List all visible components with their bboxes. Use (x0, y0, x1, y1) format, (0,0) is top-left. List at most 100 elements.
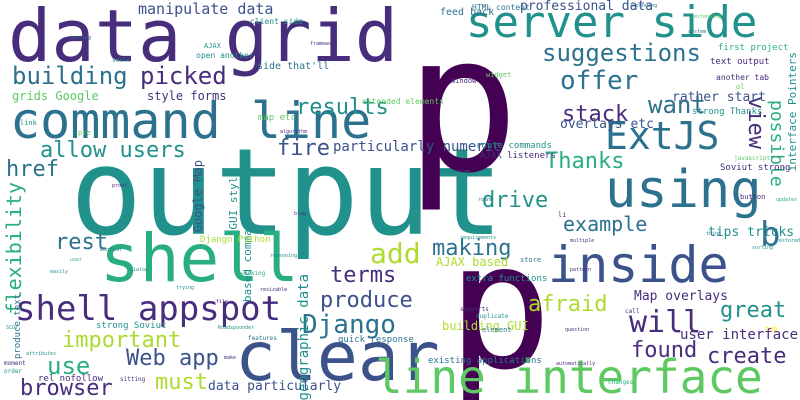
word-call: call (625, 308, 640, 315)
word-link: link (20, 119, 37, 127)
word-store: store (520, 256, 542, 264)
word-requirements: requirements (460, 235, 497, 241)
word-browser: browser (20, 376, 113, 400)
word-based-command: based command (241, 216, 254, 303)
word-possible: possible (766, 100, 787, 187)
word-will: will (629, 305, 702, 340)
word-moment: moment (4, 360, 26, 367)
word-system: system (688, 29, 707, 35)
word-shell: shell (100, 220, 299, 297)
word-href: href (6, 157, 59, 182)
word-allow-users: allow users (40, 138, 186, 163)
word-algorithm: algorithm (280, 129, 308, 135)
word-output: output (70, 124, 504, 263)
word-order: order (4, 368, 23, 375)
word-scale: scale (112, 57, 131, 64)
word-gui-style: GUI style (227, 170, 240, 230)
word-route-commands: route commands (476, 141, 552, 151)
word-make: make (224, 355, 237, 361)
word-proof: proof (112, 183, 128, 189)
word-working: working (240, 270, 266, 277)
word-round: round (478, 197, 494, 203)
word-afraid: afraid (528, 292, 608, 317)
word-tab: tab (765, 325, 778, 333)
word-sitting: sitting (120, 376, 146, 383)
word-side-that-ll: side that'll (257, 61, 330, 72)
word-attributes: attributes (26, 351, 57, 357)
word-multiple: multiple (570, 238, 595, 244)
word-client-side: client side (250, 17, 303, 26)
word-sorting: sorting (752, 245, 774, 251)
word-file: file (216, 299, 229, 305)
word-user: user (70, 257, 83, 263)
word-rather-start: rather start (672, 90, 766, 105)
word-making: making (432, 236, 512, 261)
word-open-another: open another (196, 51, 254, 60)
word-blog: blog (294, 211, 307, 217)
word-web-app: Web app (126, 346, 219, 371)
word-another-tab: another tab (716, 73, 769, 82)
word-first-project: first project (718, 43, 789, 53)
word-stack: stack (562, 102, 629, 127)
word-django: Django (302, 310, 396, 340)
word-server-side: server side (466, 0, 758, 48)
word-automatically: automatically (556, 361, 596, 367)
word-thing: thing (706, 231, 722, 237)
word-javascript: javascript (734, 155, 771, 162)
word-results: results (296, 95, 389, 120)
word-question: question (565, 327, 590, 333)
word-building-gui: building GUI (442, 319, 529, 333)
word-features: features (248, 335, 277, 342)
word-interface-pointers: interface Pointers (786, 52, 799, 172)
word-rel-nofollow: rel nofollow (38, 374, 104, 384)
word-grids-google: grids Google (12, 89, 99, 103)
word-pre: pre (78, 129, 91, 137)
word-extra-functions: extra functions (466, 274, 548, 284)
word-rest: rest (55, 230, 108, 255)
word-extending: extending (694, 14, 722, 20)
word-duplicate: duplicate (476, 313, 509, 320)
word-pattern: pattern (570, 267, 592, 273)
word-reasoning: reasoning (270, 253, 298, 259)
word-p-lower: p (447, 206, 553, 400)
word-google-map: Google Map (191, 160, 205, 233)
word-roadspoonder: Roadspoonder (218, 325, 255, 331)
word-map-overlays: Map overlays (634, 289, 728, 304)
word-fire: fire (277, 136, 330, 161)
word-view: view (743, 96, 768, 149)
word-great: great (720, 298, 787, 323)
word-clear: clear (235, 318, 440, 397)
word-p-large: p (405, 0, 520, 215)
word-data-particularly: data particularly (208, 379, 342, 394)
word-ajax: AJAX (204, 42, 221, 50)
word-existing-applications: existing applications (428, 356, 542, 366)
word-particularly-numeric: particularly numeric (333, 139, 502, 155)
word-inside: inside (548, 236, 729, 294)
word-text-output: text output (710, 57, 770, 67)
word-line-interface: line interface (375, 350, 763, 400)
word-html-content: HTML content (472, 3, 530, 12)
word-quick-response: quick response (338, 335, 414, 345)
word-discussing: discussing (440, 169, 471, 175)
word-restored: restored (775, 238, 800, 244)
word-example: example (563, 212, 648, 236)
word-soviut-strong: Soviut strong (720, 163, 791, 173)
word-hosting: hosting (70, 35, 92, 41)
word-ascending: ascending (630, 3, 658, 9)
word-ajax-based: AJAX based (436, 255, 509, 269)
word-building: building (12, 62, 128, 90)
word-easily: easily (50, 269, 69, 275)
word-professional-data: professional data (520, 0, 654, 14)
word-dialog: dialog (130, 267, 149, 273)
word-picked: picked (140, 62, 227, 90)
word-create: create (707, 344, 787, 369)
word-changes: changes (608, 379, 634, 386)
word-map-etc: map etc (258, 113, 296, 123)
word-user-interface: user interface (680, 327, 799, 343)
word-strong-thanks: strong Thanks (692, 107, 763, 117)
word-element: element (482, 326, 512, 334)
word-offer: offer (560, 66, 639, 96)
word-widget: widget (486, 71, 512, 79)
word-must: must (155, 370, 208, 395)
